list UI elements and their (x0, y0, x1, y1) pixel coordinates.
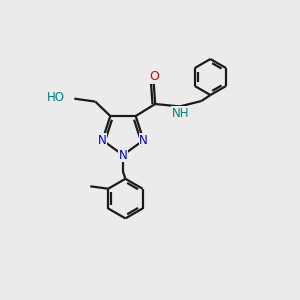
Text: O: O (149, 70, 159, 83)
Text: N: N (98, 134, 107, 147)
Text: NH: NH (172, 107, 189, 120)
Text: N: N (118, 148, 127, 162)
Text: HO: HO (47, 91, 65, 103)
Text: N: N (139, 134, 148, 147)
